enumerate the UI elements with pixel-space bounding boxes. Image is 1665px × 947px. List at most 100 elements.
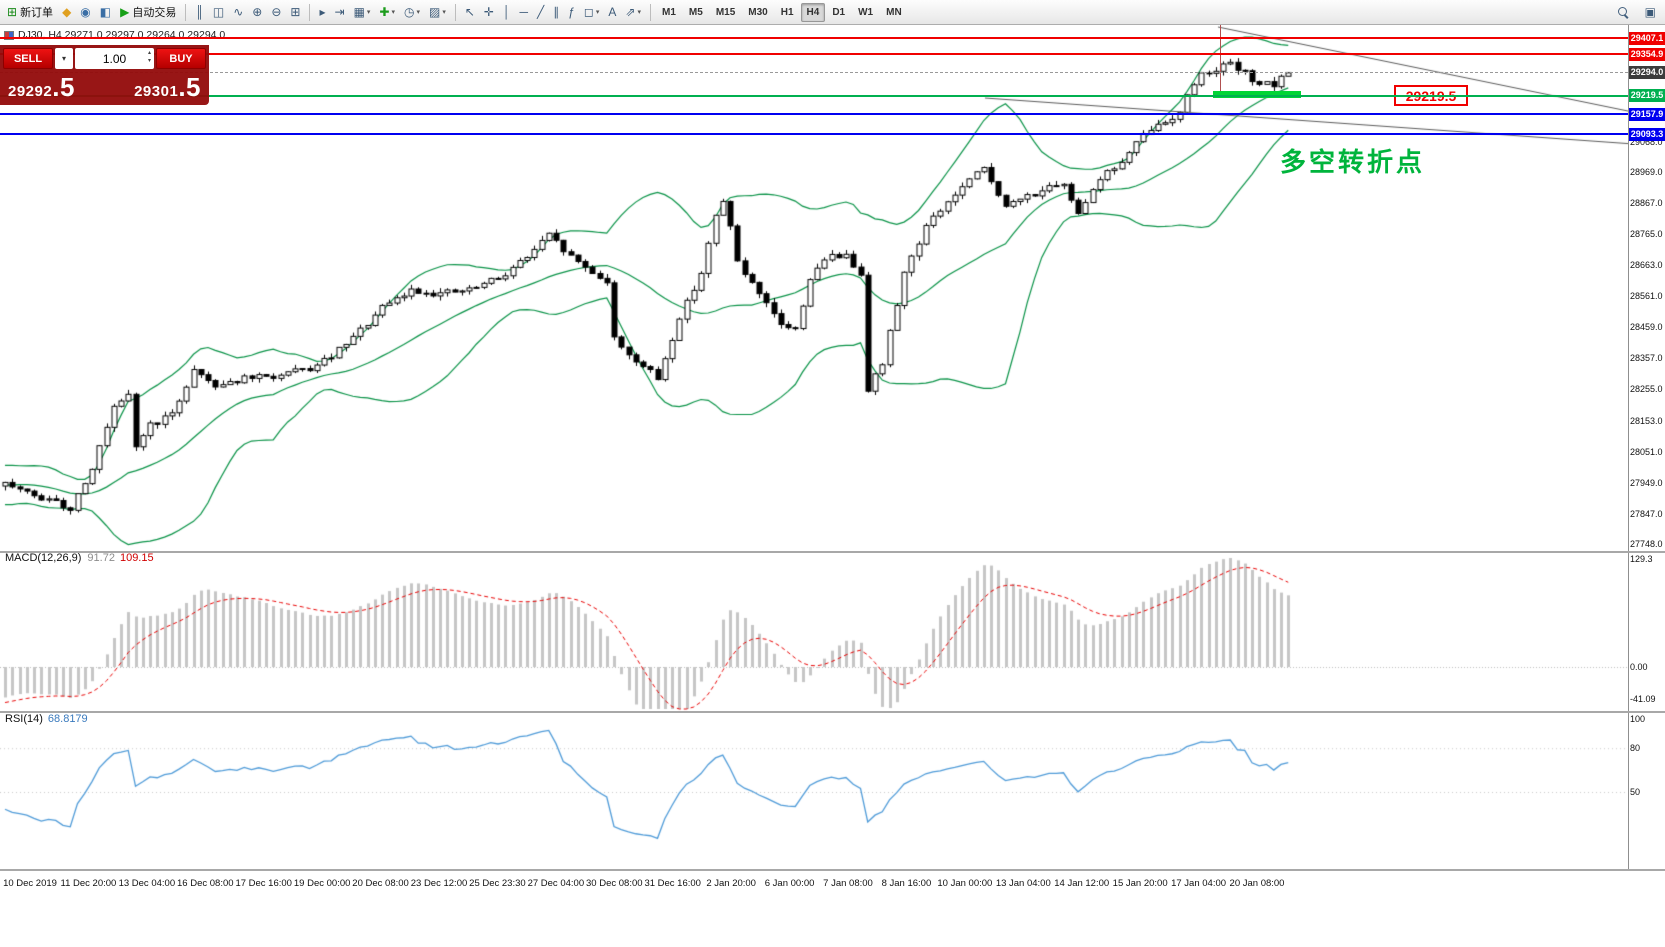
timeframe-m15[interactable]: M15 [715, 6, 736, 18]
price-axis[interactable]: 29068.0 28969.0 28867.0 28765.0 28663.0 28561… [1629, 0, 1665, 947]
toolbar-separator [454, 3, 456, 21]
autotrading-button-label: 自动交易 [132, 7, 177, 19]
vertical-line-button[interactable]: │ [499, 2, 515, 22]
new-order-button[interactable]: ⊞ 新订单 [3, 2, 57, 22]
zoom-out-button[interactable]: ⊖ [267, 2, 285, 22]
text-icon: A [608, 5, 617, 19]
time-label: 10 Jan 00:00 [937, 878, 993, 889]
buy-price: 29301.5 [134, 74, 201, 100]
trendline-icon: ╱ [537, 5, 545, 19]
dropdown-arrow-icon: ▾ [61, 54, 66, 63]
horizontal-line-icon: ─ [519, 5, 528, 19]
candlestick-type-button[interactable]: ◫ [209, 2, 228, 22]
periods-button[interactable]: ◷ ▾ [400, 2, 424, 22]
text-button[interactable]: A [604, 2, 620, 22]
panel-separator[interactable] [0, 711, 1665, 713]
buy-button[interactable]: BUY [156, 48, 206, 69]
toolbar-separator [309, 3, 311, 21]
dropdown-arrow-icon[interactable]: ▾ [391, 9, 395, 16]
metaeditor-icon: ◆ [62, 5, 72, 19]
cursor-button[interactable]: ↖ [461, 2, 479, 22]
dropdown-arrow-icon[interactable]: ▾ [416, 9, 420, 16]
dropdown-arrow-icon[interactable]: ▾ [366, 9, 371, 16]
timeframe-m1[interactable]: M1 [662, 6, 676, 18]
timeframe-m5[interactable]: M5 [688, 6, 703, 18]
price-tick: 28867.0 [1630, 197, 1663, 208]
trendline-button[interactable]: ╱ [533, 2, 548, 22]
fibonacci-button[interactable]: ƒ [564, 2, 579, 22]
timeframe-w1[interactable]: W1 [858, 6, 874, 18]
chart-shift-button[interactable]: ⇥ [331, 2, 349, 22]
arrows-icon: ⇗ [625, 5, 636, 19]
autotrading-icon: ▶ [120, 5, 130, 19]
timeframe-h4[interactable]: H4 [800, 2, 826, 22]
price-tick: 29068.0 [1630, 136, 1663, 147]
timeframe-mn[interactable]: MN [886, 6, 902, 18]
tile-windows-button[interactable]: ⊞ [286, 2, 304, 22]
new-chart-icon: ▦ [353, 5, 365, 19]
panel-separator[interactable] [0, 551, 1665, 553]
bar-chart-type-button[interactable]: ║ [191, 2, 208, 22]
crosshair-icon: ✛ [483, 5, 494, 19]
time-label: 19 Dec 00:00 [293, 878, 351, 889]
new-window-button[interactable]: ▣ [1641, 2, 1660, 22]
zoom-out-icon: ⊖ [271, 5, 282, 19]
search-button[interactable] [1614, 2, 1633, 22]
crosshair-button[interactable]: ✛ [480, 2, 498, 22]
auto-scroll-button[interactable]: ▸ [315, 2, 329, 22]
toolbar-separator [650, 3, 651, 21]
panel-separator[interactable] [0, 869, 1665, 871]
autotrading-button[interactable]: ▶ 自动交易 [116, 2, 180, 22]
new-chart-button[interactable]: ▦ ▾ [350, 2, 375, 22]
price-tick: 27949.0 [1630, 477, 1663, 488]
shapes-button[interactable]: ◻ ▾ [580, 2, 603, 22]
market-watch-button[interactable]: ◉ [76, 2, 94, 22]
sell-price-main: 29292 [8, 83, 53, 100]
macd-scale-tick: -41.09 [1630, 694, 1656, 704]
shapes-icon: ◻ [583, 5, 594, 19]
price-tick: 28459.0 [1630, 322, 1663, 333]
zoom-in-button[interactable]: ⊕ [248, 2, 266, 22]
dropdown-arrow-icon[interactable]: ▾ [595, 9, 600, 16]
main-toolbar: ⊞ 新订单 ◆ ◉ ◧ ▶ 自动交易 ║ ◫ ∿ ⊕ ⊖ ⊞ ▸ ⇥ ▦ ▾ ✚ ▾ ◷ ▾ ▨ ▾ ↖ ✛ │ ─ ╱ ∥ ƒ ◻ ▾ A ⇗ ▾… [0, 0, 1665, 25]
channel-button[interactable]: ∥ [549, 2, 563, 22]
metaeditor-button[interactable]: ◆ [58, 2, 75, 22]
volume-input[interactable]: 1.00 ▴ ▾ [75, 48, 154, 69]
price-tick: 27847.0 [1630, 508, 1663, 519]
time-label: 15 Jan 20:00 [1112, 878, 1168, 889]
time-label: 7 Jan 08:00 [823, 878, 873, 889]
indicators-button[interactable]: ✚ ▾ [375, 2, 399, 22]
price-tick: 28663.0 [1630, 260, 1663, 271]
sell-price: 29292.5 [8, 74, 75, 100]
pivot-line-tag: 29219.5 [1629, 89, 1665, 103]
time-axis[interactable]: 10 Dec 2019 11 Dec 20:00 13 Dec 04:00 16 De… [0, 870, 1665, 900]
templates-button[interactable]: ▨ ▾ [425, 2, 450, 22]
volume-down-button[interactable]: ▾ [147, 57, 151, 64]
timeframe-m30[interactable]: M30 [748, 6, 768, 18]
sell-button[interactable]: SELL [3, 48, 53, 69]
dropdown-arrow-icon[interactable]: ▾ [442, 9, 446, 16]
support-line-1-tag: 29157.9 [1629, 107, 1665, 121]
resistance-line-1-tag: 29407.1 [1629, 31, 1665, 45]
line-chart-type-button[interactable]: ∿ [229, 2, 247, 22]
timeframe-d1[interactable]: D1 [832, 6, 846, 18]
volume-preset-dropdown[interactable]: ▾ [55, 48, 73, 69]
arrows-button[interactable]: ⇗ ▾ [621, 2, 645, 22]
last-price-line-tag: 29294.0 [1629, 66, 1665, 80]
time-label: 17 Dec 16:00 [235, 878, 292, 889]
time-label: 8 Jan 16:00 [881, 878, 932, 889]
support-line-2-tag: 29093.3 [1629, 127, 1665, 141]
data-window-button[interactable]: ◧ [96, 2, 115, 22]
timeframe-h1[interactable]: H1 [780, 6, 794, 18]
dropdown-arrow-icon[interactable]: ▾ [637, 9, 641, 16]
zoom-in-icon: ⊕ [252, 5, 263, 19]
horizontal-line-button[interactable]: ─ [515, 2, 532, 22]
buy-price-frac: .5 [178, 72, 201, 102]
channel-icon: ∥ [553, 5, 560, 19]
price-tick: 28357.0 [1630, 353, 1663, 364]
time-label: 17 Jan 04:00 [1171, 878, 1227, 889]
price-chart-canvas[interactable] [0, 0, 1628, 870]
volume-up-button[interactable]: ▴ [147, 50, 151, 56]
time-label: 20 Dec 08:00 [352, 878, 409, 889]
time-label: 13 Dec 04:00 [118, 878, 176, 889]
